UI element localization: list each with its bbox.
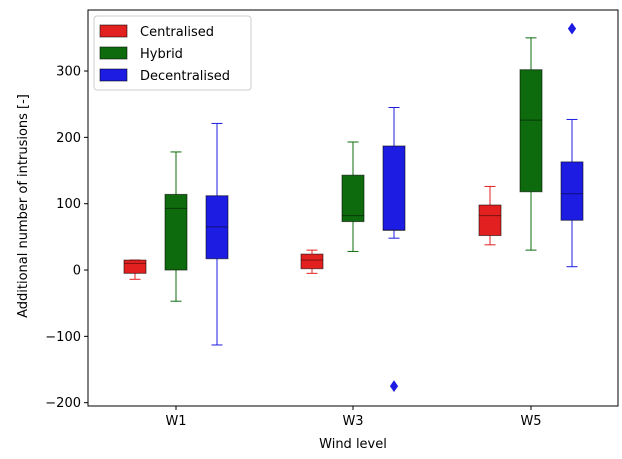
legend-label-hybrid: Hybrid — [140, 47, 183, 62]
box-iqr — [519, 69, 543, 193]
box-hybrid-w1 — [164, 151, 188, 302]
box-iqr — [341, 174, 365, 223]
x-axis-label: Wind level — [319, 437, 387, 452]
legend-swatch-decentralised — [99, 68, 128, 82]
box-hybrid-w3 — [341, 141, 365, 252]
y-tick-label: 0 — [73, 264, 81, 279]
box-centralised-w1 — [123, 259, 147, 280]
x-tick-label: W1 — [165, 414, 186, 429]
box-iqr — [300, 253, 324, 270]
box-iqr — [123, 259, 147, 274]
box-centralised-w5 — [478, 185, 502, 246]
x-tick-label: W5 — [520, 414, 541, 429]
legend-label-centralised: Centralised — [140, 25, 214, 40]
box-centralised-w3 — [300, 249, 324, 274]
y-tick-label: −200 — [45, 396, 81, 411]
box-hybrid-w5 — [519, 37, 543, 251]
box-iqr — [560, 161, 584, 221]
y-tick-label: 300 — [56, 65, 81, 80]
legend-box — [93, 15, 252, 91]
box-iqr — [478, 204, 502, 237]
box-decentralised-w1 — [205, 122, 229, 346]
outlier-point — [567, 22, 577, 35]
y-tick-label: 100 — [56, 197, 81, 212]
box-iqr — [205, 195, 229, 260]
legend-label-decentralised: Decentralised — [140, 69, 230, 84]
box-iqr — [382, 145, 406, 231]
legend-swatch-hybrid — [99, 46, 128, 60]
y-tick-label: 200 — [56, 131, 81, 146]
x-tick-label: W3 — [342, 414, 363, 429]
y-tick-label: −100 — [45, 330, 81, 345]
outlier-point — [389, 380, 399, 392]
y-axis-label: Additional number of intrusions [-] — [16, 94, 31, 318]
legend-swatch-centralised — [99, 24, 128, 38]
box-iqr — [164, 193, 188, 271]
box-decentralised-w5 — [560, 22, 584, 268]
box-decentralised-w3 — [382, 107, 406, 392]
